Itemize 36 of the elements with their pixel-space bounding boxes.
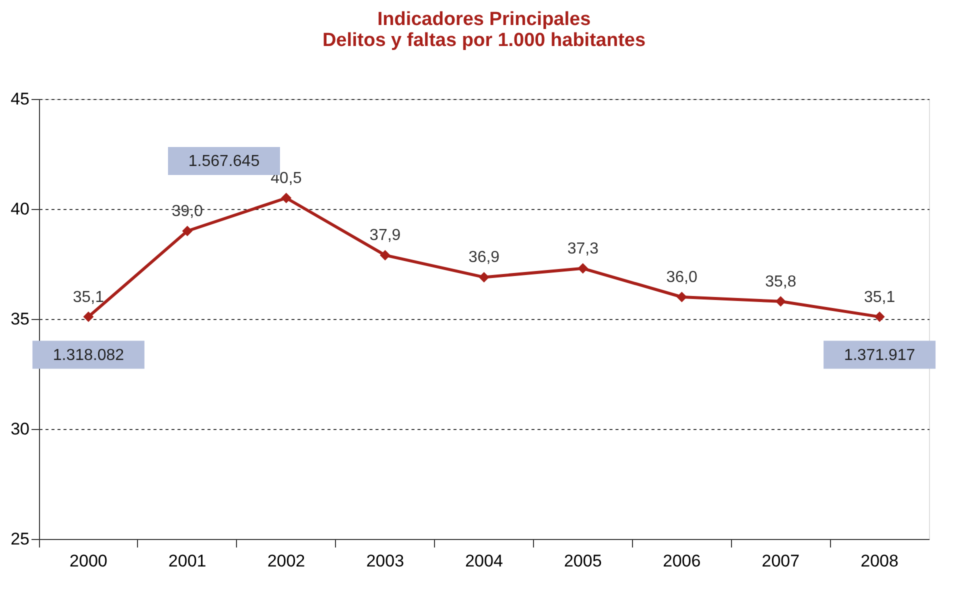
data-label: 35,1	[72, 288, 104, 306]
data-label: 39,0	[172, 203, 204, 220]
data-label: 36,0	[666, 269, 698, 286]
point	[280, 192, 292, 204]
annotation: 1.567.645	[188, 153, 260, 170]
data-label: 35,8	[765, 273, 796, 290]
data-label: 36,9	[468, 249, 500, 266]
point	[775, 296, 786, 307]
point	[478, 272, 490, 282]
point	[380, 250, 390, 260]
annotation: 1.318.082	[52, 346, 124, 364]
point	[578, 263, 588, 274]
x-tick-label: 2004	[465, 552, 503, 570]
point	[182, 226, 193, 236]
y-tick-label: 40	[10, 200, 30, 218]
data-label: 37,3	[567, 240, 599, 258]
y-tick-label: 30	[10, 420, 30, 438]
text: Delitos y faltas por 1.000 habitantes	[322, 30, 646, 51]
x-tick-label: 2005	[564, 552, 602, 570]
x-tick-label: 2002	[267, 552, 306, 570]
point	[874, 312, 885, 322]
x-tick-label: 2007	[762, 552, 800, 570]
point	[676, 292, 688, 302]
y-tick-label: 35	[10, 310, 30, 328]
x-tick-label: 2008	[860, 552, 898, 570]
y-tick-label: 25	[10, 530, 30, 548]
annotation: 1.371.917	[844, 346, 916, 364]
x-tick-label: 2000	[70, 552, 108, 570]
point	[83, 312, 94, 322]
y-tick-label: 45	[10, 90, 30, 108]
data-label: 37,9	[370, 227, 401, 244]
data-label: 35,1	[864, 288, 896, 306]
text: Indicadores Principales	[377, 9, 591, 30]
x-tick-label: 2001	[168, 552, 206, 570]
x-tick-label: 2006	[662, 552, 701, 570]
x-tick-label: 2003	[366, 552, 404, 570]
